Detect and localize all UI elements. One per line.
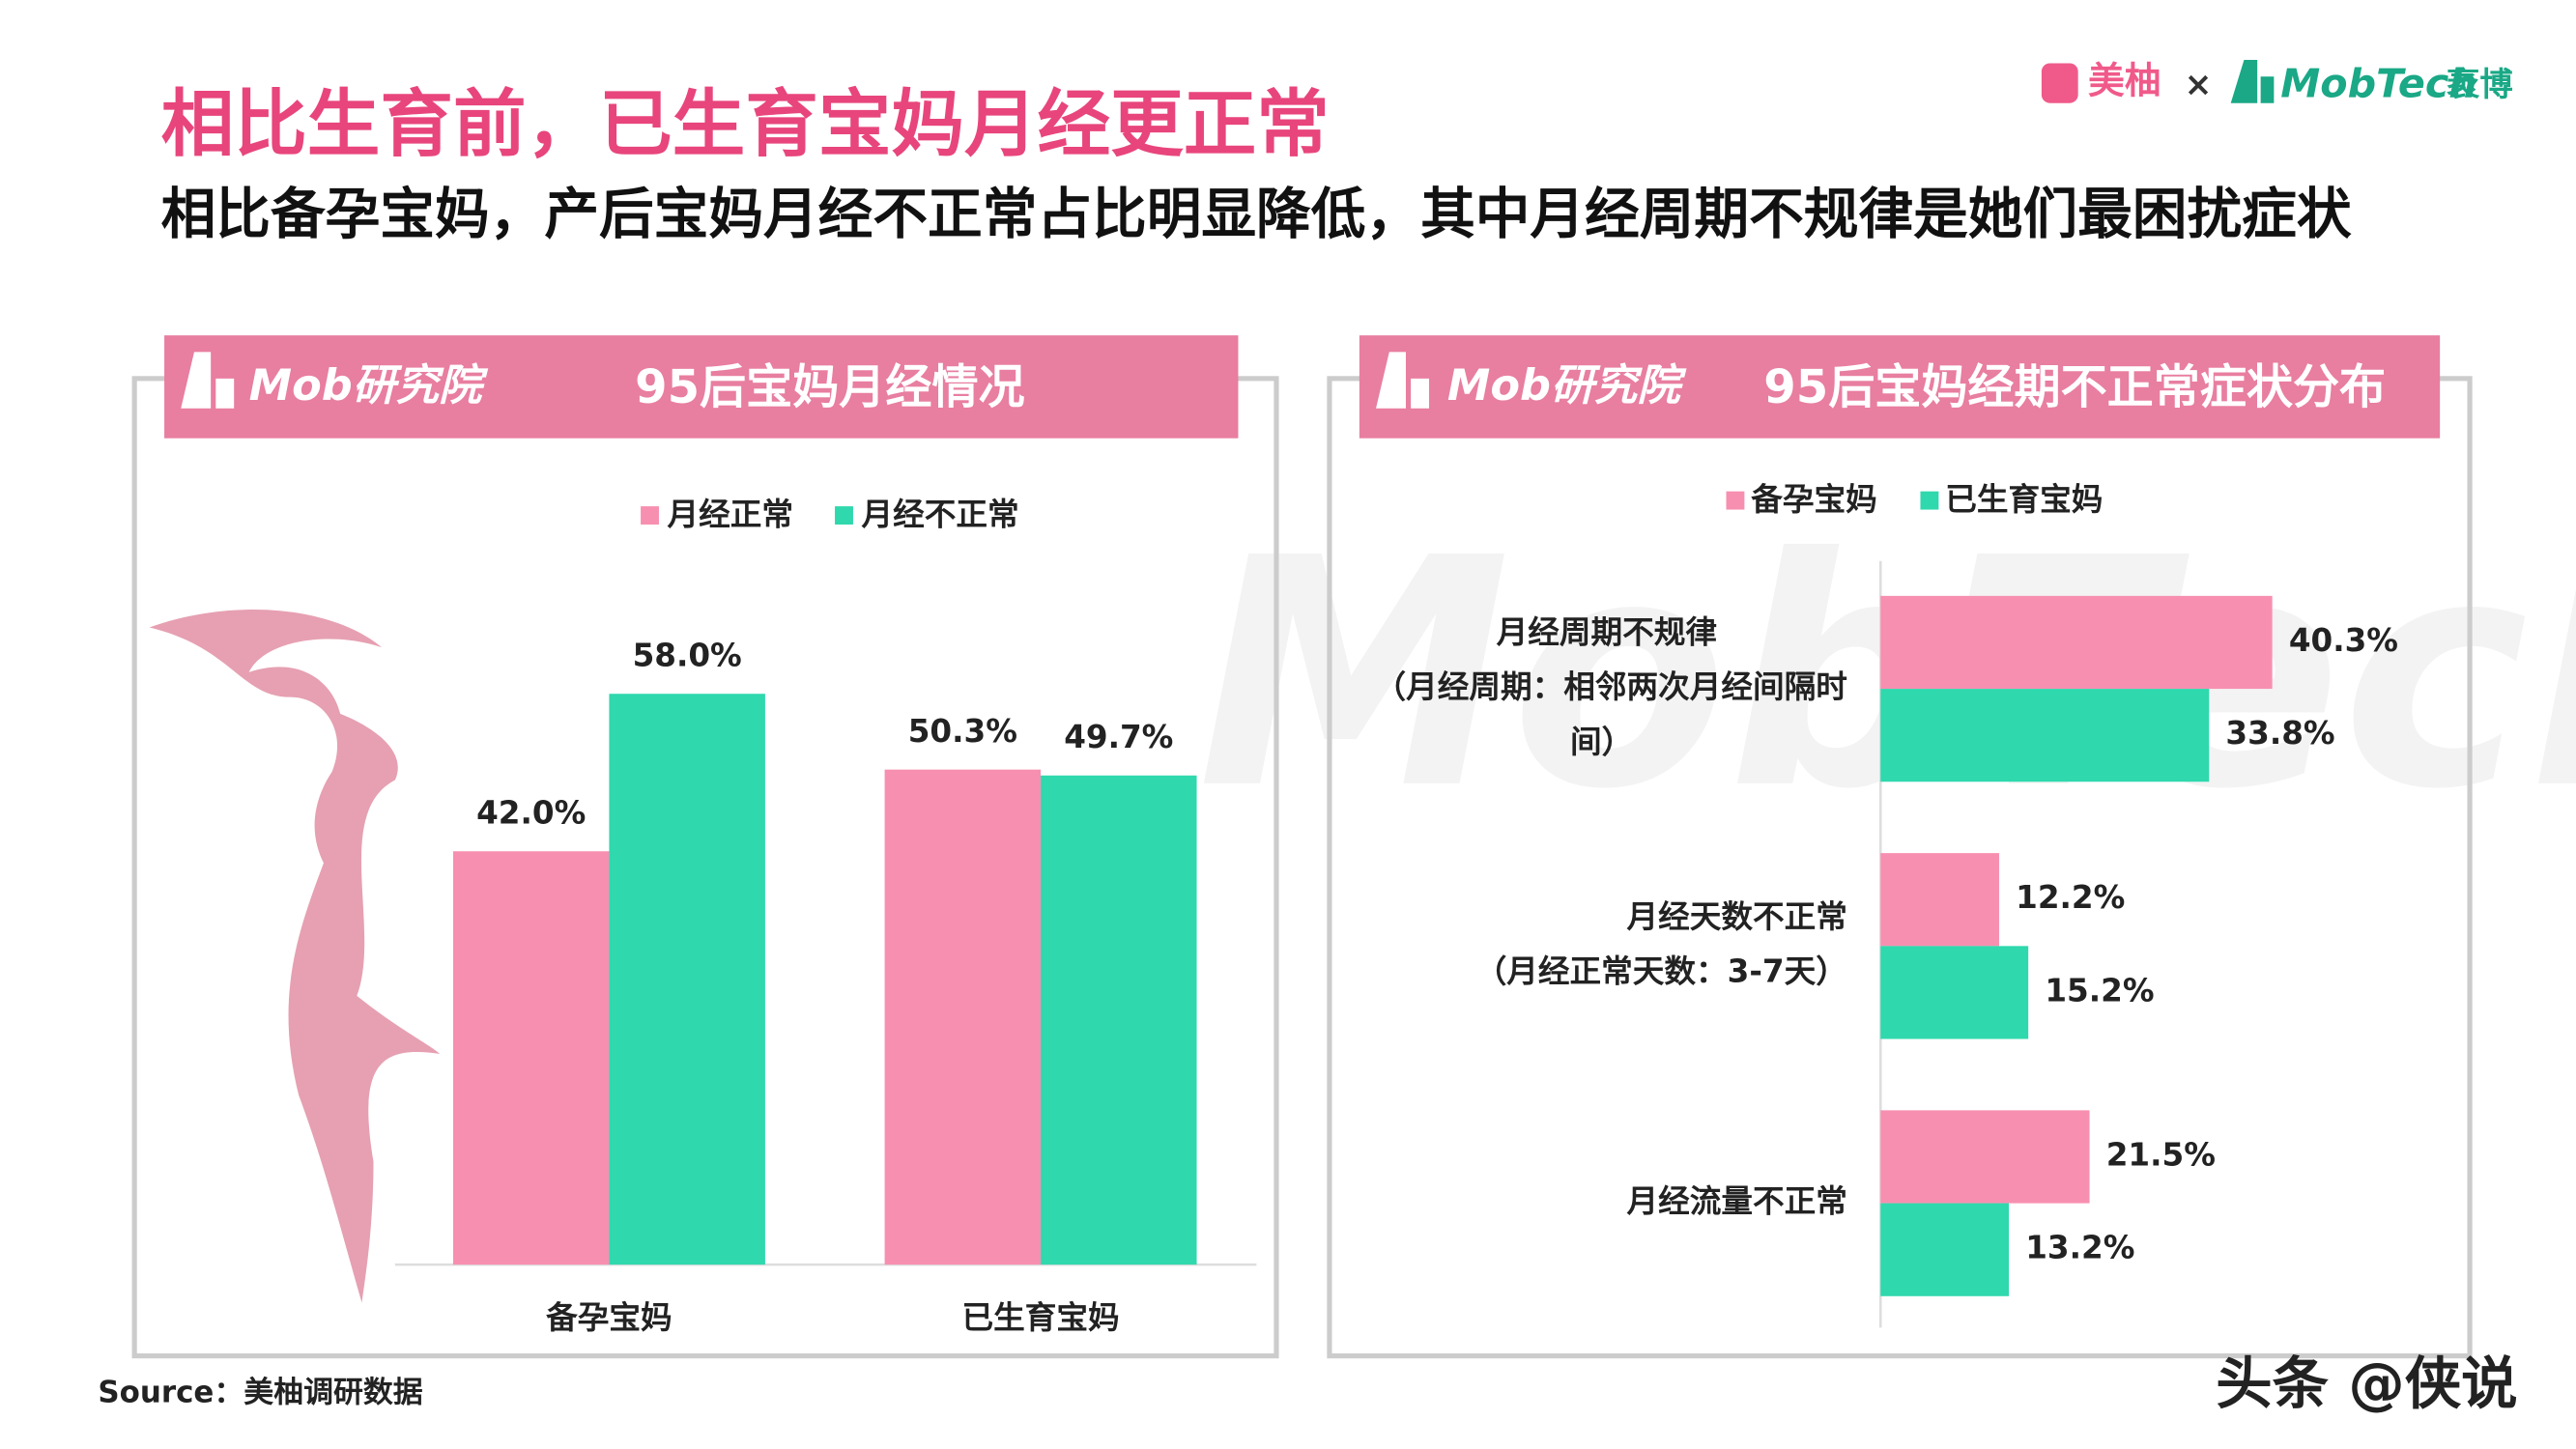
value-label: 15.2%	[2045, 972, 2154, 1009]
legend-swatch	[641, 506, 659, 526]
brand-icon	[1376, 352, 1430, 409]
chart-title: 95后宝妈月经情况	[635, 360, 1024, 414]
bar	[1880, 1203, 2010, 1296]
value-label: 42.0%	[476, 794, 586, 831]
bar	[609, 694, 765, 1265]
value-label: 21.5%	[2106, 1136, 2216, 1173]
bar	[1880, 1110, 2090, 1204]
brand: Mob研究院	[1447, 360, 1687, 411]
source: Source：美柚调研数据	[98, 1376, 422, 1410]
y-tick-label: （月经周期：相邻两次月经间隔时	[1375, 668, 1847, 705]
bar	[1880, 853, 1999, 947]
value-label: 49.7%	[1064, 719, 1173, 755]
x-tick-label: 备孕宝妈	[546, 1299, 673, 1336]
bar	[1880, 689, 2210, 782]
legend-label: 月经不正常	[862, 496, 1019, 532]
legend-swatch	[1920, 491, 1939, 510]
value-label: 33.8%	[2225, 715, 2334, 752]
brand-icon	[181, 352, 235, 409]
value-label: 13.2%	[2025, 1230, 2134, 1266]
panel-header	[164, 335, 1239, 439]
legend-label: 月经正常	[668, 496, 794, 532]
value-label: 12.2%	[2016, 879, 2125, 916]
bar	[1880, 595, 2273, 690]
value-label: 50.3%	[908, 713, 1017, 750]
y-tick-label: 月经周期不规律	[1497, 613, 1717, 650]
legend-swatch	[1726, 491, 1745, 510]
subtitle: 相比备孕宝妈，产后宝妈月经不正常占比明显降低，其中月经周期不规律是她们最困扰症状	[161, 183, 2352, 246]
logo-x: ×	[2185, 66, 2213, 104]
value-label: 58.0%	[633, 637, 742, 673]
y-tick-label: 间）	[1570, 724, 1633, 760]
y-tick-label: （月经正常天数：3-7天）	[1475, 953, 1847, 990]
meiyou-icon	[2041, 63, 2078, 103]
panel-header	[1359, 335, 2441, 439]
mobtech-icon	[2230, 60, 2275, 103]
logo-mobtech-cn: 袤博	[2447, 66, 2513, 104]
bar	[1041, 775, 1197, 1265]
woman-figure	[149, 610, 441, 1303]
watermark: 头条 @侠说	[2216, 1350, 2517, 1416]
logo-meiyou: 美柚	[2088, 60, 2161, 102]
legend-label: 备孕宝妈	[1751, 481, 1876, 518]
title: 相比生育前，已生育宝妈月经更正常	[161, 82, 1330, 167]
legend-swatch	[835, 506, 853, 526]
bar	[1880, 946, 2029, 1039]
bar	[452, 851, 610, 1265]
y-tick-label: 月经流量不正常	[1627, 1183, 1847, 1220]
x-tick-label: 已生育宝妈	[961, 1299, 1119, 1336]
bar	[884, 769, 1042, 1265]
brand: Mob研究院	[249, 360, 489, 411]
chart-title: 95后宝妈经期不正常症状分布	[1763, 360, 2386, 414]
logo-mobtech: MobTech	[2280, 61, 2476, 107]
value-label: 40.3%	[2289, 622, 2398, 659]
legend-label: 已生育宝妈	[1945, 481, 2103, 518]
y-tick-label: 月经天数不正常	[1627, 898, 1847, 935]
